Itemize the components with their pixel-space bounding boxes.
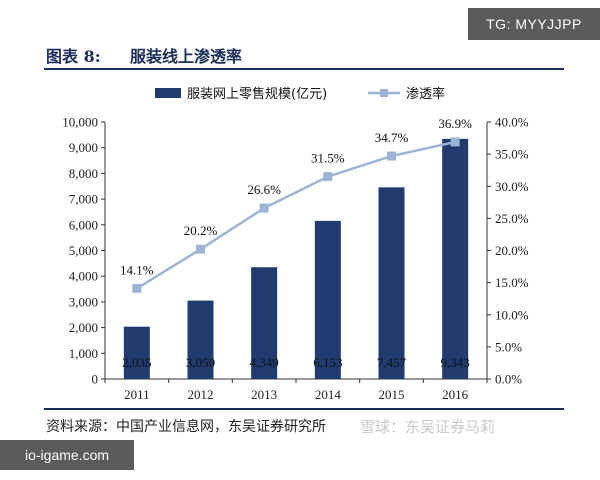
line-series xyxy=(136,140,456,290)
y-left-tick-label: 4,000 xyxy=(69,269,98,284)
y-left-tick-label: 8,000 xyxy=(69,166,98,181)
x-tick-label: 2013 xyxy=(251,387,277,402)
y-right-tick-label: 20.0% xyxy=(495,243,529,258)
x-tick-label: 2015 xyxy=(379,387,405,402)
y-right-tick-label: 5.0% xyxy=(495,339,522,354)
line-value-label: 26.6% xyxy=(247,182,281,197)
line-value-label: 34.7% xyxy=(375,130,409,145)
y-right-tick-label: 35.0% xyxy=(495,147,529,162)
bar-value-label: 4,349 xyxy=(250,355,279,370)
line-value-label: 14.1% xyxy=(120,262,154,277)
bar xyxy=(187,300,214,379)
x-tick-label: 2012 xyxy=(188,387,214,402)
tg-watermark: TG: MYYJJPP xyxy=(468,8,600,40)
y-right-tick-label: 25.0% xyxy=(495,211,529,226)
y-left-tick-label: 10,000 xyxy=(62,115,98,130)
x-tick-label: 2011 xyxy=(124,387,150,402)
figure-label: 图表 8: xyxy=(46,47,101,66)
bar-value-label: 9,343 xyxy=(441,355,470,370)
xueqiu-watermark: 雪球：东吴证券马莉 xyxy=(360,418,496,436)
y-right-tick-label: 15.0% xyxy=(495,275,529,290)
bar xyxy=(442,138,469,379)
y-left-tick-label: 1,000 xyxy=(69,346,98,361)
y-left-tick-label: 3,000 xyxy=(69,294,98,309)
bar xyxy=(314,220,341,379)
y-left-tick-label: 9,000 xyxy=(69,140,98,155)
bar-value-label: 2,035 xyxy=(122,355,151,370)
legend-swatch-bars xyxy=(155,88,181,98)
line-marker xyxy=(450,137,460,147)
y-right-tick-label: 10.0% xyxy=(495,307,529,322)
line-value-label: 31.5% xyxy=(311,151,345,166)
source-note: 资料来源：中国产业信息网，东吴证券研究所 xyxy=(46,419,326,435)
y-right-tick-label: 0.0% xyxy=(495,372,522,387)
x-tick-label: 2014 xyxy=(315,387,342,402)
y-left-tick-label: 5,000 xyxy=(69,243,98,258)
bar xyxy=(251,267,278,379)
line-marker xyxy=(196,244,205,254)
y-right-tick-label: 30.0% xyxy=(495,179,529,194)
line-marker xyxy=(387,151,396,161)
y-left-tick-label: 7,000 xyxy=(69,192,98,207)
line-marker xyxy=(259,203,269,213)
line-marker xyxy=(323,172,333,182)
x-tick-label: 2016 xyxy=(442,387,469,402)
line-value-label: 20.2% xyxy=(184,223,218,238)
legend-label-line: 渗透率 xyxy=(406,86,445,102)
bar xyxy=(123,326,150,379)
figure-title-row: 图表 8: 服装线上渗透率 xyxy=(44,40,564,70)
bar xyxy=(378,187,405,379)
bar-value-label: 6,153 xyxy=(313,355,342,370)
legend-label-bars: 服装网上零售规模(亿元) xyxy=(187,86,327,102)
legend-marker-line xyxy=(380,89,388,97)
line-value-label: 36.9% xyxy=(438,116,472,131)
bar-value-label: 3,050 xyxy=(186,355,215,370)
y-left-tick-label: 0 xyxy=(92,372,99,387)
figure-title: 服装线上渗透率 xyxy=(130,47,243,66)
site-watermark: io-igame.com xyxy=(0,440,134,470)
bar-value-label: 7,457 xyxy=(377,355,407,370)
line-marker xyxy=(132,283,142,293)
y-left-tick-label: 2,000 xyxy=(69,320,98,335)
y-right-tick-label: 40.0% xyxy=(495,115,529,130)
y-left-tick-label: 6,000 xyxy=(69,217,98,232)
source-row: 资料来源：中国产业信息网，东吴证券研究所 xyxy=(44,408,564,436)
